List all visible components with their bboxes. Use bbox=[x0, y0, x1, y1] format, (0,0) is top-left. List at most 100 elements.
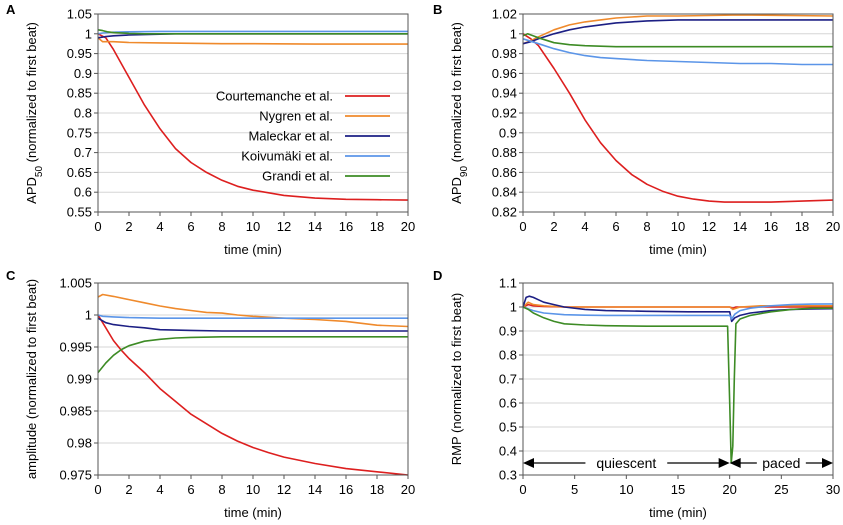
panel-a-ytick-label: 0.6 bbox=[74, 185, 92, 200]
annot-quiescent-arrowhead-right bbox=[718, 458, 730, 468]
panel-b-ticks: 0.82 0.84 0.86 0.88 0.9 0.92 0.94 0.96 0.98 1 1.02… bbox=[492, 7, 841, 235]
panel-c-grid bbox=[98, 282, 408, 476]
panel-b-xtick-label: 4 bbox=[581, 219, 588, 234]
annot-paced-arrowhead-left bbox=[729, 458, 741, 468]
legend-label-nygren-et-al: Nygren et al. bbox=[259, 109, 333, 124]
panel-c-xtick-label: 2 bbox=[125, 482, 132, 497]
panel-b-series-maleckar-et-al bbox=[522, 19, 833, 45]
panel-d-ytick-label: 0.7 bbox=[499, 372, 517, 387]
panel-b-series-courtemanche-et-al bbox=[522, 33, 834, 203]
panel-c-series-nygren-et-al bbox=[97, 293, 409, 328]
annot-paced-arrowhead-right bbox=[822, 458, 833, 468]
panel-b-xtick-label: 16 bbox=[764, 219, 778, 234]
panel-a-ytick-label: 0.85 bbox=[67, 86, 92, 101]
panel-b-xtick-label: 0 bbox=[519, 219, 526, 234]
panel-c-xtick-label: 0 bbox=[94, 482, 101, 497]
panel-d: D 0.30.40.50.60.70.80.911.10 5 10 15 20 25 30 … bbox=[433, 268, 840, 520]
panel-b-letter: B bbox=[433, 2, 442, 17]
panel-c-xtick-label: 14 bbox=[308, 482, 322, 497]
panel-c-ytick-label: 0.99 bbox=[67, 372, 92, 387]
panel-b-series-koivumaki-et-al bbox=[522, 38, 833, 66]
panel-d-series-grandi-et-al bbox=[522, 306, 833, 464]
panel-c-ytick-label: 1 bbox=[85, 308, 92, 323]
panel-d-xtick-label: 0 bbox=[519, 482, 526, 497]
panel-b-xtick-label: 12 bbox=[702, 219, 716, 234]
panel-c-ytick-label: 0.995 bbox=[59, 340, 92, 355]
panel-a-series-koivumaki-et-al bbox=[97, 30, 408, 35]
panel-c-xtick-label: 10 bbox=[246, 482, 260, 497]
panel-b-series-grandi-et-al bbox=[522, 33, 833, 48]
panel-d-xlabel: time (min) bbox=[649, 505, 707, 520]
annot-paced-label: paced bbox=[762, 455, 800, 471]
panel-b: B 0.82 0.84 0.86 0.88 0.9 0.92 0.94 0.96 0.98 1 1.… bbox=[433, 2, 840, 257]
legend: Courtemanche et al. Nygren et al. Maleckar… bbox=[216, 89, 390, 184]
panel-a-xtick-label: 6 bbox=[187, 219, 194, 234]
panel-a-series-grandi-et-al bbox=[97, 29, 408, 35]
panel-a-series-nygren-et-al bbox=[97, 37, 408, 45]
panel-c-series-maleckar-et-al bbox=[97, 317, 408, 332]
panel-a-xtick-label: 4 bbox=[156, 219, 163, 234]
panel-a-ticks: 0.55 0.6 0.65 0.7 0.75 0.8 0.85 0.9 0.95 1 1.05 0 2 4… bbox=[67, 7, 416, 235]
panel-d-ytick-label: 1 bbox=[510, 300, 517, 315]
panel-b-xtick-label: 2 bbox=[550, 219, 557, 234]
panel-d-ytick-label: 0.8 bbox=[499, 348, 517, 363]
panel-b-xtick-label: 10 bbox=[671, 219, 685, 234]
panel-a-ytick-label: 0.9 bbox=[74, 66, 92, 81]
panel-c-ytick-label: 0.975 bbox=[59, 468, 92, 483]
panel-c-xtick-label: 20 bbox=[401, 482, 415, 497]
panel-c-ytick-label: 0.985 bbox=[59, 404, 92, 419]
panel-b-xtick-label: 8 bbox=[643, 219, 650, 234]
panel-b-ytick-label: 0.92 bbox=[492, 106, 517, 121]
panel-b-ytick-label: 1 bbox=[510, 26, 517, 41]
panel-b-xtick-label: 18 bbox=[795, 219, 809, 234]
panel-a-xtick-label: 16 bbox=[339, 219, 353, 234]
panel-c-xtick-label: 12 bbox=[277, 482, 291, 497]
panel-b-ytick-label: 0.94 bbox=[492, 86, 517, 101]
panel-a-xtick-label: 8 bbox=[218, 219, 225, 234]
legend-label-courtemanche-et-al: Courtemanche et al. bbox=[216, 89, 333, 104]
panel-d-xtick-label: 25 bbox=[774, 482, 788, 497]
panel-a-ytick-label: 0.8 bbox=[74, 106, 92, 121]
panel-d-xtick-label: 5 bbox=[571, 482, 578, 497]
panel-c-ylabel: amplitude (normalized to first beat) bbox=[24, 279, 39, 479]
panel-d-ytick-label: 0.9 bbox=[499, 324, 517, 339]
panel-c-xtick-label: 8 bbox=[218, 482, 225, 497]
panel-c-series-grandi-et-al bbox=[97, 336, 408, 374]
panel-b-ytick-label: 0.82 bbox=[492, 205, 517, 220]
panel-b-ylabel: APD90 (normalized to first beat) bbox=[449, 22, 470, 204]
panel-b-ytick-label: 0.86 bbox=[492, 165, 517, 180]
panel-c-xtick-label: 4 bbox=[156, 482, 163, 497]
panel-a-xtick-label: 14 bbox=[308, 219, 322, 234]
panel-d-series-nygren-et-al bbox=[522, 301, 833, 311]
panel-a-xtick-label: 10 bbox=[246, 219, 260, 234]
panel-a-ytick-label: 0.75 bbox=[67, 125, 92, 140]
panel-d-ytick-label: 0.6 bbox=[499, 396, 517, 411]
panel-a-xtick-label: 2 bbox=[125, 219, 132, 234]
panel-a-xtick-label: 0 bbox=[94, 219, 101, 234]
panel-d-xtick-label: 30 bbox=[826, 482, 840, 497]
annot-quiescent-arrowhead-left bbox=[523, 458, 534, 468]
panel-a-ylabel: APD50 (normalized to first beat) bbox=[24, 22, 45, 204]
panel-b-ytick-label: 0.9 bbox=[499, 125, 517, 140]
panel-b-grid bbox=[523, 13, 833, 213]
panel-b-ytick-label: 0.84 bbox=[492, 185, 517, 200]
panel-c-xlabel: time (min) bbox=[224, 505, 282, 520]
panel-c-xtick-label: 6 bbox=[187, 482, 194, 497]
panel-a-xlabel: time (min) bbox=[224, 242, 282, 257]
panel-b-ytick-label: 0.88 bbox=[492, 145, 517, 160]
annot-quiescent-label: quiescent bbox=[596, 455, 656, 471]
panel-b-series bbox=[522, 14, 834, 203]
panel-d-ytick-label: 0.3 bbox=[499, 468, 517, 483]
panel-c-xtick-label: 18 bbox=[370, 482, 384, 497]
panel-a-ytick-label: 0.95 bbox=[67, 46, 92, 61]
panel-a-series-courtemanche-et-al bbox=[97, 33, 409, 201]
legend-label-grandi-et-al: Grandi et al. bbox=[262, 169, 333, 184]
panel-c: C 0.975 0.98 0.985 0.99 0.995 1 1.005 0 2 4 6 8 10 12… bbox=[6, 268, 415, 520]
panel-b-ytick-label: 1.02 bbox=[492, 7, 517, 22]
panel-b-xtick-label: 20 bbox=[826, 219, 840, 234]
panel-d-ytick-label: 0.5 bbox=[499, 420, 517, 435]
panel-a-ytick-label: 0.55 bbox=[67, 205, 92, 220]
panel-d-xtick-label: 15 bbox=[671, 482, 685, 497]
panel-a: A 0.550.60.650.70.750.80.850.90.9511.050… bbox=[6, 2, 415, 257]
